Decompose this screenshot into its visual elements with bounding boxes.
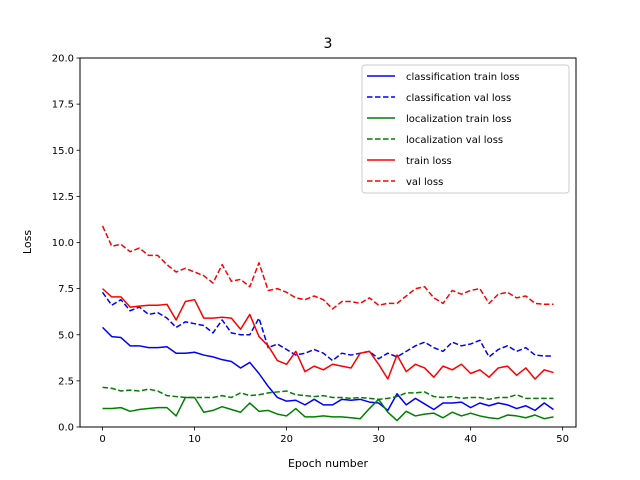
legend-label-3: localization val loss [406, 135, 503, 146]
y-tick-label: 12.5 [52, 192, 74, 203]
x-tick-label: 10 [188, 434, 201, 445]
y-tick-label: 0.0 [58, 423, 74, 434]
legend-label-0: classification train loss [406, 72, 520, 83]
x-axis-ticks: 0 10 20 30 40 50 [99, 427, 569, 445]
x-tick-label: 50 [556, 434, 569, 445]
plot-lines [101, 225, 554, 422]
y-tick-label: 10.0 [52, 238, 74, 249]
x-tick-label: 30 [372, 434, 385, 445]
y-tick-label: 7.5 [58, 284, 74, 295]
legend-box [361, 64, 570, 194]
y-tick-label: 20.0 [52, 54, 74, 65]
x-axis-title: Epoch number [288, 457, 369, 470]
plot-frame [79, 57, 577, 428]
x-tick-label: 40 [464, 434, 477, 445]
legend: classification train loss classification … [361, 64, 570, 194]
y-axis-title: Loss [21, 230, 34, 254]
series-line-3 [102, 386, 554, 401]
series-line-0 [102, 326, 554, 412]
series-line-1 [101, 291, 554, 362]
y-tick-label: 2.5 [58, 376, 74, 387]
chart-title: 3 [324, 36, 333, 52]
y-axis-ticks: 0.0 2.5 5.0 7.5 10.0 12.5 15.0 17.5 20.0 [52, 54, 80, 434]
y-tick-label: 5.0 [58, 330, 74, 341]
series-line-2 [102, 396, 554, 422]
x-tick-label: 0 [99, 434, 105, 445]
legend-label-2: localization train loss [406, 114, 512, 125]
legend-label-1: classification val loss [406, 93, 511, 104]
y-tick-label: 17.5 [52, 100, 74, 111]
legend-label-5: val loss [406, 177, 443, 188]
legend-label-4: train loss [406, 156, 452, 167]
y-tick-label: 15.0 [52, 146, 74, 157]
series-line-5 [101, 225, 554, 310]
x-tick-label: 20 [280, 434, 293, 445]
series-line-4 [102, 288, 554, 380]
